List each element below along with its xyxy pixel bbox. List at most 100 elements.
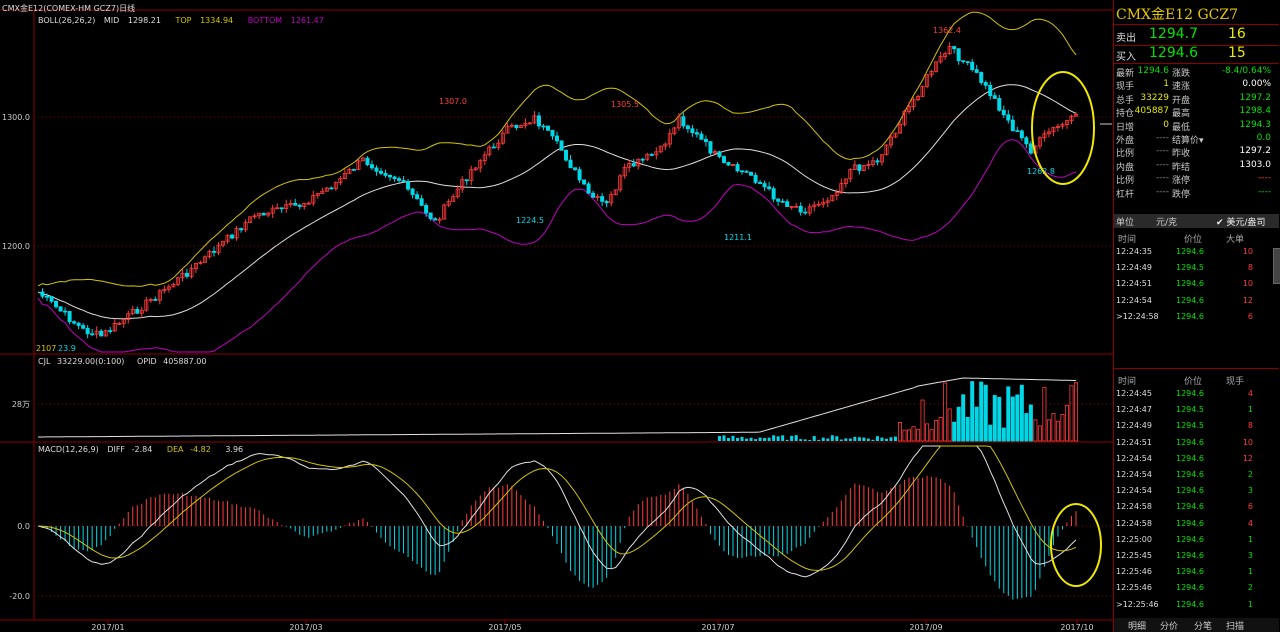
candle-body: [631, 163, 636, 167]
candle-body: [419, 198, 424, 206]
boll-mid-label: MID: [103, 16, 120, 25]
col-time: 时间: [1118, 235, 1137, 245]
tab-detail[interactable]: 明细: [1128, 622, 1147, 632]
trade-row: 12:25:46 1294.6 1: [1114, 564, 1279, 580]
tab-scan[interactable]: 扫描: [1226, 622, 1245, 632]
volume-bar: [997, 396, 1002, 442]
stat-value: -8.4/0.64%: [1221, 66, 1271, 76]
candle-body: [789, 206, 794, 208]
stat-value: 1298.4: [1239, 106, 1272, 117]
kline-chart-area[interactable]: 1300.0 1200.0 28万 0.0 -20.0 2017/01 2017/03 201…: [0, 0, 1113, 632]
instrument-title: CMX金E12 GCZ7: [1116, 7, 1239, 23]
buy-quote-row[interactable]: 买入 1294.6 15: [1114, 44, 1279, 66]
candle-body: [356, 160, 361, 171]
trade-time: 12:24:49: [1116, 421, 1152, 431]
candle-body: [243, 222, 248, 231]
candle-body: [974, 69, 979, 73]
candle-body: [1074, 114, 1079, 117]
col-price: 价位: [1184, 235, 1203, 245]
unit-cny-option[interactable]: 元/克: [1156, 218, 1178, 228]
candle-body: [509, 124, 514, 127]
trade-time: 12:24:51: [1116, 279, 1152, 289]
stat-value: ----: [1258, 186, 1271, 197]
volume-bar: [961, 394, 966, 442]
candle-body: [351, 168, 356, 171]
candle-body: [1019, 130, 1024, 139]
volume-bar: [943, 382, 948, 442]
volume-bar: [839, 439, 843, 441]
stat-value: ----: [1156, 186, 1169, 197]
trade-size: 8: [1247, 263, 1253, 273]
candle-body: [708, 141, 713, 154]
volume-bar: [1042, 386, 1047, 442]
candle-body: [135, 309, 140, 314]
candle-body: [266, 212, 271, 216]
stat-label: 跌停: [1172, 189, 1191, 200]
trade-row: 12:25:00 1294.6 1: [1114, 532, 1279, 548]
candle-body: [812, 204, 817, 208]
volume-bar: [1064, 404, 1069, 442]
candle-body: [45, 295, 50, 298]
volume-bar: [1046, 419, 1051, 442]
candle-body: [473, 167, 478, 171]
candle-body: [893, 132, 898, 138]
candle-body: [753, 174, 758, 183]
candle-body: [875, 160, 880, 163]
stat-label: 内盘: [1116, 162, 1135, 173]
unit-label: 单位: [1116, 218, 1135, 228]
candle-body: [884, 144, 889, 156]
stat-value: 1303.0: [1239, 159, 1272, 170]
volume-bar: [875, 436, 879, 441]
boll-top-label: TOP: [175, 16, 192, 25]
candle-body: [446, 200, 451, 206]
candle-body: [252, 215, 257, 218]
stat-value: ----: [1156, 159, 1169, 170]
trade-time: 12:24:58: [1116, 518, 1152, 528]
candle-body: [956, 48, 961, 62]
trade-size: 1: [1247, 599, 1253, 609]
stat-row: 日增 0 最低 1294.3: [1114, 119, 1279, 133]
volume-bar: [925, 423, 930, 442]
stat-label: 现手: [1116, 82, 1135, 93]
trade-size: 12: [1242, 295, 1253, 305]
candle-body: [568, 159, 573, 169]
trade-time: 12:25:00: [1116, 534, 1152, 544]
opid-label: OPID: [136, 357, 157, 366]
col-price: 价位: [1184, 377, 1203, 387]
candle-body: [1064, 120, 1069, 125]
stat-value: 405887: [1134, 106, 1169, 117]
sell-quote-row[interactable]: 卖出 1294.7 16: [1114, 25, 1279, 47]
candle-body: [63, 310, 68, 313]
stat-row: 持仓 405887 最高 1298.4: [1114, 105, 1279, 119]
price-low-annotation: 1224.5: [516, 216, 544, 225]
tab-price-split[interactable]: 分价: [1160, 622, 1179, 632]
candle-body: [852, 164, 857, 170]
candle-body: [94, 330, 99, 335]
stat-row: 最新 1294.6 涨跌 -8.4/0.64%: [1114, 65, 1279, 79]
stat-label: 日增: [1116, 122, 1135, 133]
macd-tick-label: -20.0: [9, 592, 30, 601]
tab-ticks[interactable]: 分笔: [1194, 622, 1213, 632]
candle-body: [1001, 109, 1006, 116]
candle-body: [112, 323, 117, 332]
kline-chart-svg[interactable]: 1300.0 1200.0 28万 0.0 -20.0 2017/01 2017/03 201…: [0, 0, 1113, 632]
tick-table-header: 时间 价位 现手: [1114, 373, 1279, 387]
candle-body: [397, 178, 402, 181]
volume-bar: [749, 437, 753, 441]
trade-size: 1: [1247, 534, 1253, 544]
candle-body: [934, 61, 939, 72]
candle-body: [830, 194, 835, 202]
candle-body: [342, 173, 347, 180]
panel-scroll-handle[interactable]: [1273, 248, 1280, 284]
volume-bar: [866, 438, 870, 441]
candle-body: [649, 153, 654, 156]
trade-price: 1294.6: [1176, 567, 1204, 577]
price-tick-label: 1200.0: [2, 242, 30, 251]
candle-body: [216, 244, 221, 253]
volume-bar: [794, 435, 798, 441]
trade-row: 12:24:54 1294.6 2: [1114, 467, 1279, 483]
candle-body: [536, 115, 541, 127]
col-size: 大单: [1226, 235, 1245, 245]
unit-usd-option[interactable]: ✔ 美元/盎司: [1216, 218, 1266, 228]
volume-bar: [1010, 396, 1015, 442]
